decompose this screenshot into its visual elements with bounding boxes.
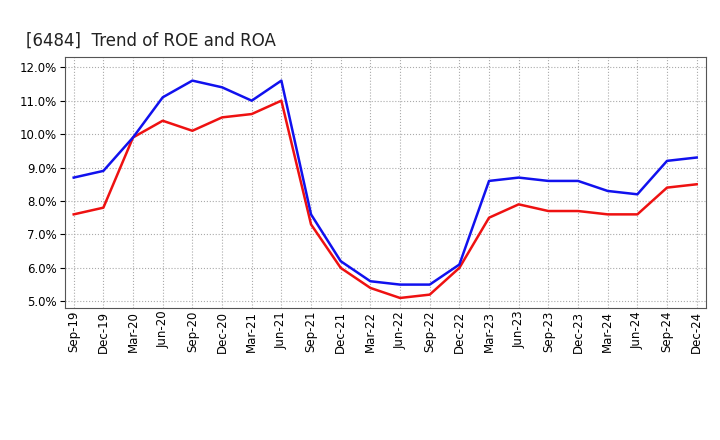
ROE bbox=[455, 265, 464, 271]
ROA bbox=[99, 168, 108, 173]
ROA bbox=[574, 178, 582, 183]
ROA bbox=[603, 188, 612, 194]
ROA bbox=[336, 259, 345, 264]
ROA bbox=[396, 282, 405, 287]
ROA bbox=[426, 282, 434, 287]
Line: ROA: ROA bbox=[73, 81, 697, 285]
ROA bbox=[277, 78, 286, 83]
ROE bbox=[248, 111, 256, 117]
ROA bbox=[69, 175, 78, 180]
ROE bbox=[277, 98, 286, 103]
ROE bbox=[129, 135, 138, 140]
ROE bbox=[485, 215, 493, 220]
ROA bbox=[158, 95, 167, 100]
ROA bbox=[366, 279, 374, 284]
Line: ROE: ROE bbox=[73, 101, 697, 298]
ROE bbox=[603, 212, 612, 217]
ROE bbox=[544, 209, 553, 214]
ROE bbox=[574, 209, 582, 214]
ROE bbox=[307, 222, 315, 227]
ROA bbox=[514, 175, 523, 180]
ROE bbox=[217, 115, 226, 120]
ROA bbox=[188, 78, 197, 83]
ROA bbox=[633, 192, 642, 197]
ROE bbox=[693, 182, 701, 187]
ROA bbox=[662, 158, 671, 164]
ROA bbox=[693, 155, 701, 160]
ROE bbox=[514, 202, 523, 207]
ROE bbox=[69, 212, 78, 217]
ROE bbox=[662, 185, 671, 190]
ROE bbox=[188, 128, 197, 133]
ROE bbox=[158, 118, 167, 123]
ROA bbox=[485, 178, 493, 183]
ROA bbox=[455, 262, 464, 267]
ROE bbox=[366, 285, 374, 290]
ROA bbox=[248, 98, 256, 103]
Text: [6484]  Trend of ROE and ROA: [6484] Trend of ROE and ROA bbox=[27, 32, 276, 50]
ROA bbox=[129, 135, 138, 140]
ROA bbox=[307, 212, 315, 217]
ROE bbox=[426, 292, 434, 297]
ROE bbox=[396, 295, 405, 301]
ROA bbox=[217, 84, 226, 90]
ROA bbox=[544, 178, 553, 183]
ROE bbox=[633, 212, 642, 217]
ROE bbox=[336, 265, 345, 271]
ROE bbox=[99, 205, 108, 210]
